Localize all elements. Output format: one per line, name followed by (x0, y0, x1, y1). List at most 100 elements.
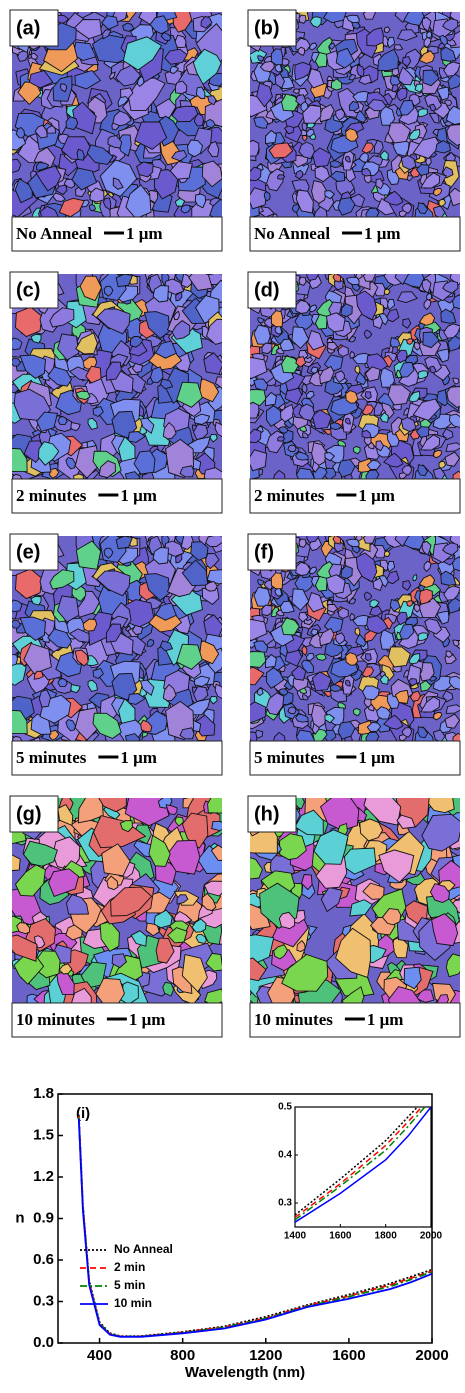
grain (329, 160, 343, 168)
grain (335, 927, 371, 978)
grain (204, 580, 218, 592)
grain (72, 101, 97, 135)
grain (99, 921, 120, 952)
grain (337, 197, 356, 216)
scale-label: 1 μm (358, 486, 395, 505)
grain (442, 280, 459, 294)
grain (181, 812, 209, 849)
panel-label: (d) (254, 279, 280, 301)
grain (19, 616, 46, 641)
grain (426, 292, 432, 301)
grain (49, 729, 60, 741)
ebsd-panel: (h) 10 minutes 1 μm (247, 795, 461, 1038)
grain (426, 30, 432, 39)
grain (432, 205, 446, 217)
scale-label: 1 μm (120, 486, 157, 505)
grain (110, 886, 153, 917)
grain (387, 986, 422, 1003)
grain (423, 560, 432, 573)
grain (363, 591, 373, 602)
grain (129, 336, 144, 348)
grain (281, 617, 300, 636)
ebsd-panel: (a) No Anneal 1 μm (9, 9, 223, 252)
grain (340, 303, 353, 317)
grain (363, 798, 402, 826)
grain (358, 74, 372, 85)
grain (351, 21, 361, 30)
grain (131, 362, 144, 374)
grain (305, 128, 315, 137)
grain (372, 315, 384, 330)
grain (436, 610, 450, 625)
grain (362, 12, 377, 20)
grain (65, 457, 76, 470)
grain (56, 595, 80, 623)
grain (415, 164, 430, 177)
grain (37, 441, 60, 466)
grain (402, 56, 412, 67)
grain (30, 595, 42, 606)
grain (369, 605, 383, 617)
grain (68, 628, 91, 643)
grain (291, 326, 310, 350)
inset-y-tick-label: 0.4 (278, 1150, 292, 1161)
grain (435, 140, 452, 154)
grain (362, 274, 377, 282)
grain (265, 653, 277, 669)
grain (307, 68, 325, 89)
grain (324, 714, 336, 724)
grain (163, 540, 185, 557)
grain (150, 366, 164, 384)
grain (396, 349, 408, 364)
grain (383, 452, 404, 468)
grain (348, 336, 357, 343)
grain (305, 652, 315, 661)
grain (308, 304, 318, 313)
grain (283, 125, 295, 135)
grain (432, 467, 446, 479)
label-box (9, 533, 59, 571)
grain (12, 337, 23, 351)
grain (379, 411, 389, 423)
grain (115, 536, 134, 550)
grain (136, 161, 154, 178)
grain (385, 570, 400, 585)
grain (298, 538, 307, 548)
grain (424, 618, 443, 635)
grain (361, 429, 372, 439)
grain (406, 338, 414, 345)
grain (122, 22, 135, 32)
grain (82, 356, 98, 370)
grain (386, 560, 396, 573)
grain (257, 579, 264, 586)
grain (337, 607, 349, 619)
grain (386, 298, 396, 311)
grain (253, 586, 271, 607)
grain (14, 864, 46, 897)
grain (166, 927, 188, 944)
grain (443, 61, 460, 77)
grain (396, 291, 418, 303)
grain (396, 87, 408, 102)
grain (412, 573, 418, 582)
grain (365, 469, 380, 479)
grain (348, 74, 357, 81)
grain (431, 982, 457, 1003)
grain (349, 612, 355, 621)
grain (207, 95, 217, 106)
grain (420, 696, 441, 713)
grain (295, 299, 311, 314)
grain (89, 187, 105, 203)
grain (349, 899, 373, 917)
grain (287, 444, 297, 453)
grain (366, 27, 384, 47)
grain (301, 644, 308, 656)
grain (417, 632, 428, 642)
grain (319, 627, 335, 647)
grain (103, 285, 114, 297)
grain (364, 366, 381, 382)
grain (367, 99, 387, 112)
grain (383, 288, 391, 296)
grain (153, 909, 173, 929)
grain (170, 149, 188, 162)
